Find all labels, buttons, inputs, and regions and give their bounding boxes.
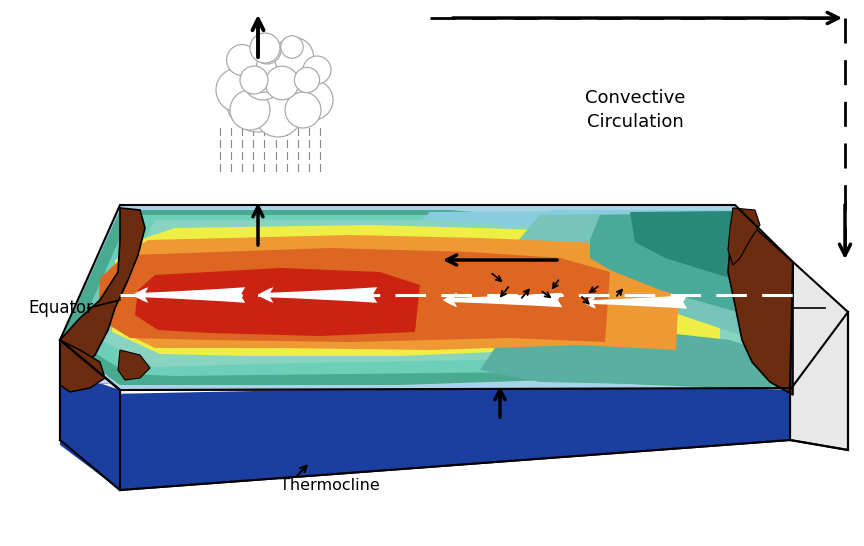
Circle shape — [230, 90, 270, 130]
Circle shape — [281, 36, 303, 58]
Polygon shape — [630, 211, 787, 295]
Circle shape — [243, 60, 283, 100]
Polygon shape — [118, 350, 150, 380]
Polygon shape — [135, 268, 420, 336]
Polygon shape — [790, 262, 848, 450]
Polygon shape — [60, 205, 793, 390]
Polygon shape — [550, 210, 788, 285]
Circle shape — [240, 66, 268, 94]
Polygon shape — [60, 355, 790, 385]
Circle shape — [253, 36, 281, 64]
Circle shape — [275, 37, 314, 76]
Circle shape — [303, 56, 331, 84]
Circle shape — [239, 48, 284, 92]
Polygon shape — [728, 208, 760, 265]
Circle shape — [226, 68, 290, 132]
Polygon shape — [98, 248, 610, 342]
Circle shape — [254, 89, 302, 137]
Polygon shape — [490, 212, 790, 350]
Polygon shape — [60, 340, 105, 392]
Text: Thermocline: Thermocline — [280, 478, 380, 492]
Circle shape — [265, 66, 299, 100]
Polygon shape — [590, 213, 788, 325]
Polygon shape — [75, 215, 780, 382]
Circle shape — [295, 67, 320, 93]
Polygon shape — [60, 340, 120, 490]
Circle shape — [262, 59, 318, 115]
Polygon shape — [112, 225, 720, 358]
Polygon shape — [400, 210, 793, 310]
Text: Equator: Equator — [28, 299, 93, 317]
Polygon shape — [95, 220, 760, 375]
Polygon shape — [60, 370, 120, 490]
Circle shape — [272, 61, 304, 93]
Polygon shape — [120, 388, 790, 490]
Circle shape — [226, 45, 257, 75]
Circle shape — [216, 68, 260, 112]
Polygon shape — [728, 208, 793, 395]
Polygon shape — [60, 210, 790, 390]
Polygon shape — [480, 330, 790, 390]
Polygon shape — [60, 208, 145, 380]
Circle shape — [285, 92, 321, 128]
Polygon shape — [60, 380, 790, 490]
Text: Convective
Circulation: Convective Circulation — [585, 89, 685, 131]
Circle shape — [250, 33, 280, 63]
Circle shape — [293, 80, 333, 120]
Polygon shape — [108, 235, 680, 350]
